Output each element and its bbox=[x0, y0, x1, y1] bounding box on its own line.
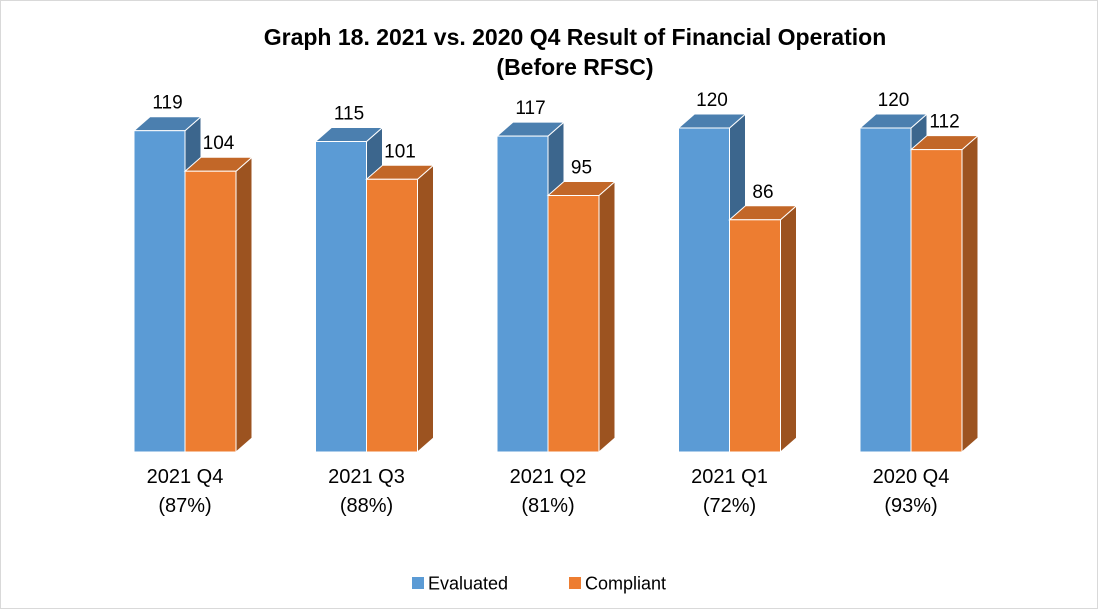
bar bbox=[729, 219, 781, 453]
bar bbox=[859, 127, 912, 453]
bar bbox=[184, 170, 237, 453]
bar bbox=[133, 130, 186, 453]
data-label: 112 bbox=[929, 112, 959, 133]
data-label: 120 bbox=[878, 90, 910, 111]
legend-label: Compliant bbox=[585, 574, 666, 594]
bar-side bbox=[235, 156, 253, 454]
data-label: 117 bbox=[515, 98, 545, 119]
data-label: 120 bbox=[696, 90, 728, 111]
bar-group: 95 bbox=[546, 158, 617, 454]
bar-side bbox=[598, 180, 616, 454]
bar-group: 86 bbox=[728, 182, 798, 454]
bar-group: 120 bbox=[677, 90, 747, 454]
legend-label: Evaluated bbox=[428, 574, 508, 594]
bar bbox=[366, 178, 418, 453]
bar bbox=[496, 135, 549, 453]
x-tick-label: 2021 Q1 (72%) bbox=[691, 466, 768, 517]
legend-swatch bbox=[569, 577, 581, 589]
x-tick-label: 2021 Q3 (88%) bbox=[328, 466, 405, 517]
data-label: 86 bbox=[752, 182, 773, 203]
bar-side bbox=[417, 164, 434, 454]
bar-group: 112 bbox=[909, 112, 980, 454]
chart-subtitle: (Before RFSC) bbox=[496, 54, 653, 80]
data-label: 104 bbox=[203, 133, 235, 154]
chart-title: Graph 18. 2021 vs. 2020 Q4 Result of Fin… bbox=[264, 24, 887, 50]
bar bbox=[315, 141, 367, 453]
bar bbox=[910, 149, 963, 453]
legend-swatch bbox=[412, 577, 424, 589]
bar bbox=[547, 195, 600, 453]
data-label: 95 bbox=[571, 158, 592, 179]
x-tick-label: 2021 Q2 (81%) bbox=[509, 466, 587, 517]
bar-side bbox=[961, 134, 979, 454]
bar-group: 101 bbox=[365, 141, 435, 454]
data-label: 119 bbox=[152, 93, 182, 114]
data-label: 101 bbox=[384, 141, 416, 162]
x-tick-label: 2021 Q4 (87%) bbox=[146, 466, 224, 517]
x-tick-label: 2020 Q4 (93%) bbox=[872, 466, 950, 517]
bar-group: 104 bbox=[183, 133, 254, 454]
bar bbox=[678, 127, 730, 453]
data-label: 115 bbox=[334, 104, 364, 125]
bar-side bbox=[780, 204, 797, 454]
